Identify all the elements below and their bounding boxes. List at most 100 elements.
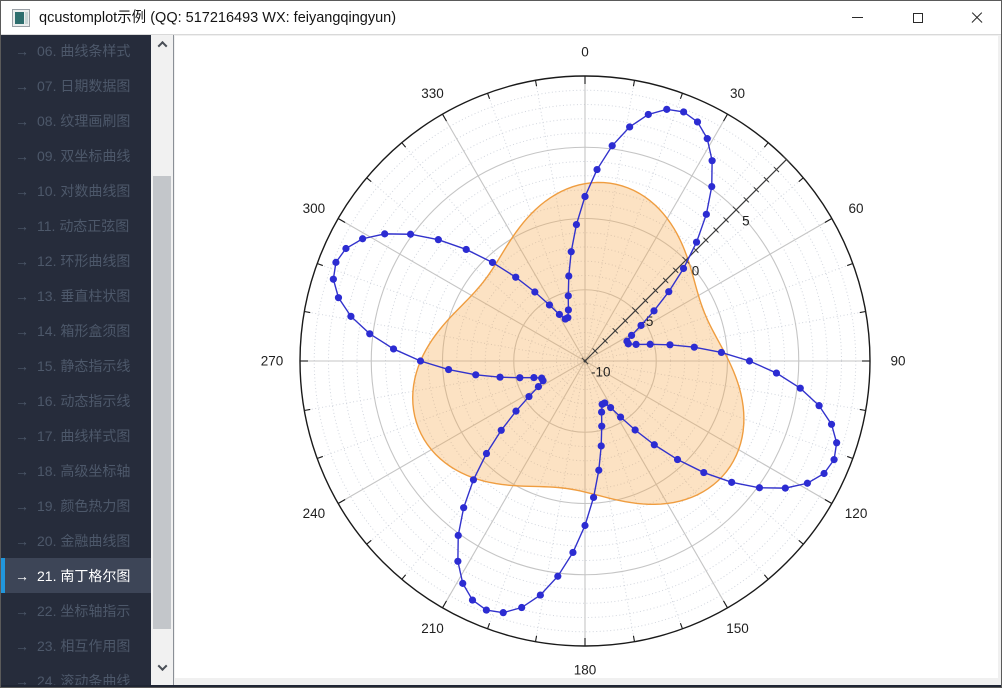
arrow-icon: → xyxy=(15,217,29,234)
data-point-marker xyxy=(454,531,462,540)
sidebar-item-label: 15. 静态指示线 xyxy=(37,357,131,374)
sidebar-item-label: 21. 南丁格尔图 xyxy=(37,567,131,584)
data-point-marker xyxy=(666,341,674,349)
sidebar-item-18[interactable]: → 18. 高级坐标轴 xyxy=(1,453,151,488)
data-point-marker xyxy=(482,449,491,458)
data-point-marker xyxy=(597,408,606,416)
data-point-marker xyxy=(569,548,577,557)
radial-tick-label: -10 xyxy=(591,365,611,380)
data-point-marker xyxy=(781,484,789,492)
sidebar-item-label: 07. 日期数据图 xyxy=(37,77,131,94)
data-point-marker xyxy=(772,369,781,377)
sidebar-item-20[interactable]: → 20. 金融曲线图 xyxy=(1,523,151,558)
selected-item-accent-bar xyxy=(1,558,5,593)
data-point-marker xyxy=(606,403,615,412)
radial-tick-label: 0 xyxy=(692,264,700,279)
data-point-marker xyxy=(329,275,337,283)
arrow-icon: → xyxy=(15,462,29,479)
app-icon xyxy=(12,9,30,27)
arrow-icon: → xyxy=(15,287,29,304)
data-point-marker xyxy=(663,105,671,113)
data-point-marker xyxy=(703,135,711,143)
sidebar-item-15[interactable]: → 15. 静态指示线 xyxy=(1,348,151,383)
sidebar-item-13[interactable]: → 13. 垂直柱状图 xyxy=(1,278,151,313)
data-point-marker xyxy=(488,258,497,267)
sidebar-item-label: 13. 垂直柱状图 xyxy=(37,287,131,304)
angular-tick-label: 150 xyxy=(726,621,749,636)
arrow-icon: → xyxy=(15,567,29,584)
minimize-button[interactable] xyxy=(834,1,880,34)
angular-tick-label: 60 xyxy=(849,201,864,216)
sidebar-item-label: 12. 环形曲线图 xyxy=(37,252,131,269)
data-point-marker xyxy=(460,504,468,512)
minimize-icon xyxy=(851,16,863,19)
arrow-icon: → xyxy=(15,637,29,654)
angular-tick-label: 300 xyxy=(303,201,326,216)
maximize-icon xyxy=(913,12,923,23)
scrollbar-down-button[interactable] xyxy=(151,658,173,677)
sidebar-item-17[interactable]: → 17. 曲线样式图 xyxy=(1,418,151,453)
data-point-marker xyxy=(516,374,524,382)
sidebar-item-24[interactable]: → 24. 滚动条曲线 xyxy=(1,663,151,686)
data-point-marker xyxy=(454,557,462,565)
sidebar-item-23[interactable]: → 23. 相互作用图 xyxy=(1,628,151,663)
data-point-marker xyxy=(815,402,823,410)
data-point-marker xyxy=(665,288,673,296)
data-point-marker xyxy=(631,426,639,434)
data-point-marker xyxy=(632,340,640,349)
sidebar-item-19[interactable]: → 19. 颜色热力图 xyxy=(1,488,151,523)
data-point-marker xyxy=(564,314,572,322)
sidebar-item-11[interactable]: → 11. 动态正弦图 xyxy=(1,208,151,243)
sidebar-item-22[interactable]: → 22. 坐标轴指示 xyxy=(1,593,151,628)
data-point-marker xyxy=(627,331,636,340)
data-point-marker xyxy=(536,591,544,599)
sidebar-item-14[interactable]: → 14. 箱形盒须图 xyxy=(1,313,151,348)
scrollbar-up-button[interactable] xyxy=(151,35,173,54)
sidebar-item-16[interactable]: → 16. 动态指示线 xyxy=(1,383,151,418)
angular-tick-label: 210 xyxy=(421,621,444,636)
data-point-marker xyxy=(593,165,601,174)
data-point-marker xyxy=(444,365,453,374)
sidebar-item-10[interactable]: → 10. 对数曲线图 xyxy=(1,173,151,208)
data-point-marker xyxy=(468,596,477,604)
orange-area-series xyxy=(411,181,745,506)
data-point-marker xyxy=(589,493,598,502)
data-point-marker xyxy=(462,245,470,254)
sidebar-item-label: 09. 双坐标曲线 xyxy=(37,147,131,164)
sidebar-scrollbar[interactable] xyxy=(151,35,173,685)
scrollbar-thumb[interactable] xyxy=(153,176,171,629)
maximize-button[interactable] xyxy=(895,1,941,34)
data-point-marker xyxy=(359,235,367,243)
sidebar-item-08[interactable]: → 08. 纹理画刷图 xyxy=(1,103,151,138)
sidebar-item-09[interactable]: → 09. 双坐标曲线 xyxy=(1,138,151,173)
data-point-marker xyxy=(624,340,632,348)
close-button[interactable] xyxy=(954,1,1000,34)
data-point-marker xyxy=(796,384,804,392)
data-point-marker xyxy=(830,456,838,464)
plot-background: -10 -5 0 5 0 30 60 90 120 150 180 210 240 270 300 330 xyxy=(175,36,998,678)
sidebar-item-12[interactable]: → 12. 环形曲线图 xyxy=(1,243,151,278)
arrow-icon: → xyxy=(15,42,29,59)
data-point-marker xyxy=(332,258,340,266)
sidebar-item-06[interactable]: → 06. 曲线条样式 xyxy=(1,35,151,68)
title-bar: qcustomplot示例 (QQ: 517216493 WX: feiyang… xyxy=(1,1,1001,35)
sidebar-item-07[interactable]: → 07. 日期数据图 xyxy=(1,68,151,103)
angular-tick-label: 330 xyxy=(421,86,444,101)
data-point-marker xyxy=(342,244,350,253)
angular-tick-label: 90 xyxy=(890,354,905,369)
angular-tick-label: 240 xyxy=(303,506,326,521)
data-point-marker xyxy=(534,382,543,391)
data-point-marker xyxy=(827,420,836,428)
data-point-marker xyxy=(700,468,708,477)
sidebar-item-21[interactable]: → 21. 南丁格尔图 xyxy=(1,558,151,593)
data-point-marker xyxy=(555,310,564,319)
data-point-marker xyxy=(496,373,504,381)
data-point-marker xyxy=(595,466,603,474)
data-point-marker xyxy=(518,603,526,612)
data-point-marker xyxy=(434,236,442,244)
data-point-marker xyxy=(717,348,726,357)
arrow-icon: → xyxy=(15,182,29,199)
data-point-marker xyxy=(650,441,658,449)
